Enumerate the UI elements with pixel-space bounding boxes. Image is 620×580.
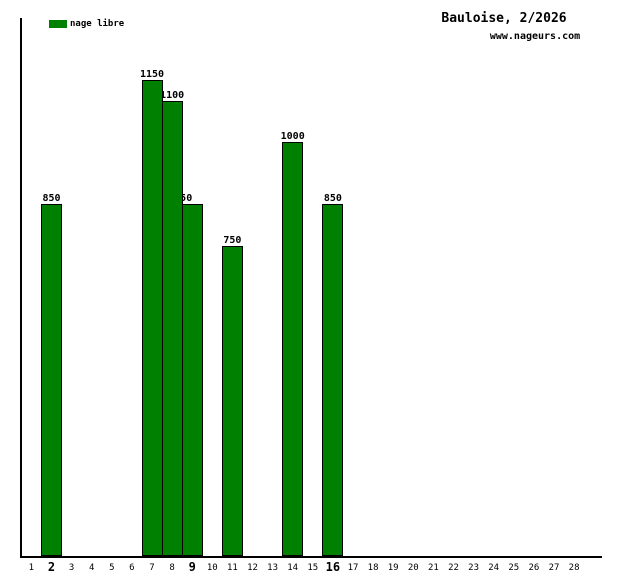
x-tick-label-2: 2: [47, 560, 56, 574]
x-tick-label-5: 5: [109, 563, 115, 573]
chart-title: Bauloise, 2/2026: [441, 11, 567, 26]
bar-value-label-day-11: 750: [223, 235, 242, 246]
bar-value-label-day-9: 850: [174, 193, 193, 204]
y-axis-line: [20, 18, 22, 558]
x-tick-label-8: 8: [169, 563, 175, 573]
x-axis-line: [20, 556, 602, 558]
x-tick-label-26: 26: [528, 563, 540, 573]
x-tick-label-19: 19: [387, 563, 399, 573]
bar-day-2: [41, 204, 62, 556]
x-tick-label-13: 13: [267, 563, 279, 573]
x-tick-label-25: 25: [508, 563, 520, 573]
chart-subtitle: www.nageurs.com: [489, 31, 581, 42]
x-tick-label-3: 3: [68, 563, 75, 573]
x-tick-label-28: 28: [568, 563, 580, 573]
legend-label: nage libre: [70, 19, 125, 29]
bar-day-14: [282, 142, 304, 556]
x-tick-label-20: 20: [407, 563, 419, 573]
bar-day-8: [161, 101, 183, 556]
x-tick-label-1: 1: [28, 563, 35, 573]
x-tick-label-4: 4: [88, 563, 95, 573]
x-tick-label-27: 27: [548, 563, 560, 573]
x-tick-label-15: 15: [307, 563, 319, 573]
bar-value-label-day-14: 1000: [280, 131, 305, 142]
bar-value-label-day-2: 850: [42, 193, 61, 204]
bar-value-label-day-16: 850: [323, 193, 342, 204]
x-tick-label-14: 14: [287, 563, 299, 573]
bar-value-label-day-7: 1150: [139, 69, 165, 80]
bar-day-16: [322, 204, 344, 556]
bar-day-9: [181, 204, 203, 556]
bar-value-label-day-8: 1100: [160, 90, 185, 101]
x-tick-label-10: 10: [206, 563, 218, 573]
x-tick-label-24: 24: [488, 563, 500, 573]
bar-day-7: [141, 80, 163, 556]
x-tick-label-21: 21: [427, 563, 439, 573]
x-tick-label-23: 23: [468, 563, 480, 573]
x-tick-label-11: 11: [226, 563, 238, 573]
bar-day-11: [221, 246, 243, 556]
x-tick-label-12: 12: [247, 563, 258, 573]
legend-swatch: [49, 20, 67, 28]
x-tick-label-22: 22: [448, 563, 459, 573]
x-tick-label-9: 9: [188, 560, 196, 574]
x-tick-label-16: 16: [325, 560, 341, 574]
x-tick-label-6: 6: [129, 563, 135, 573]
x-tick-label-18: 18: [367, 563, 379, 573]
x-tick-label-7: 7: [149, 563, 155, 573]
x-tick-label-17: 17: [347, 563, 359, 573]
